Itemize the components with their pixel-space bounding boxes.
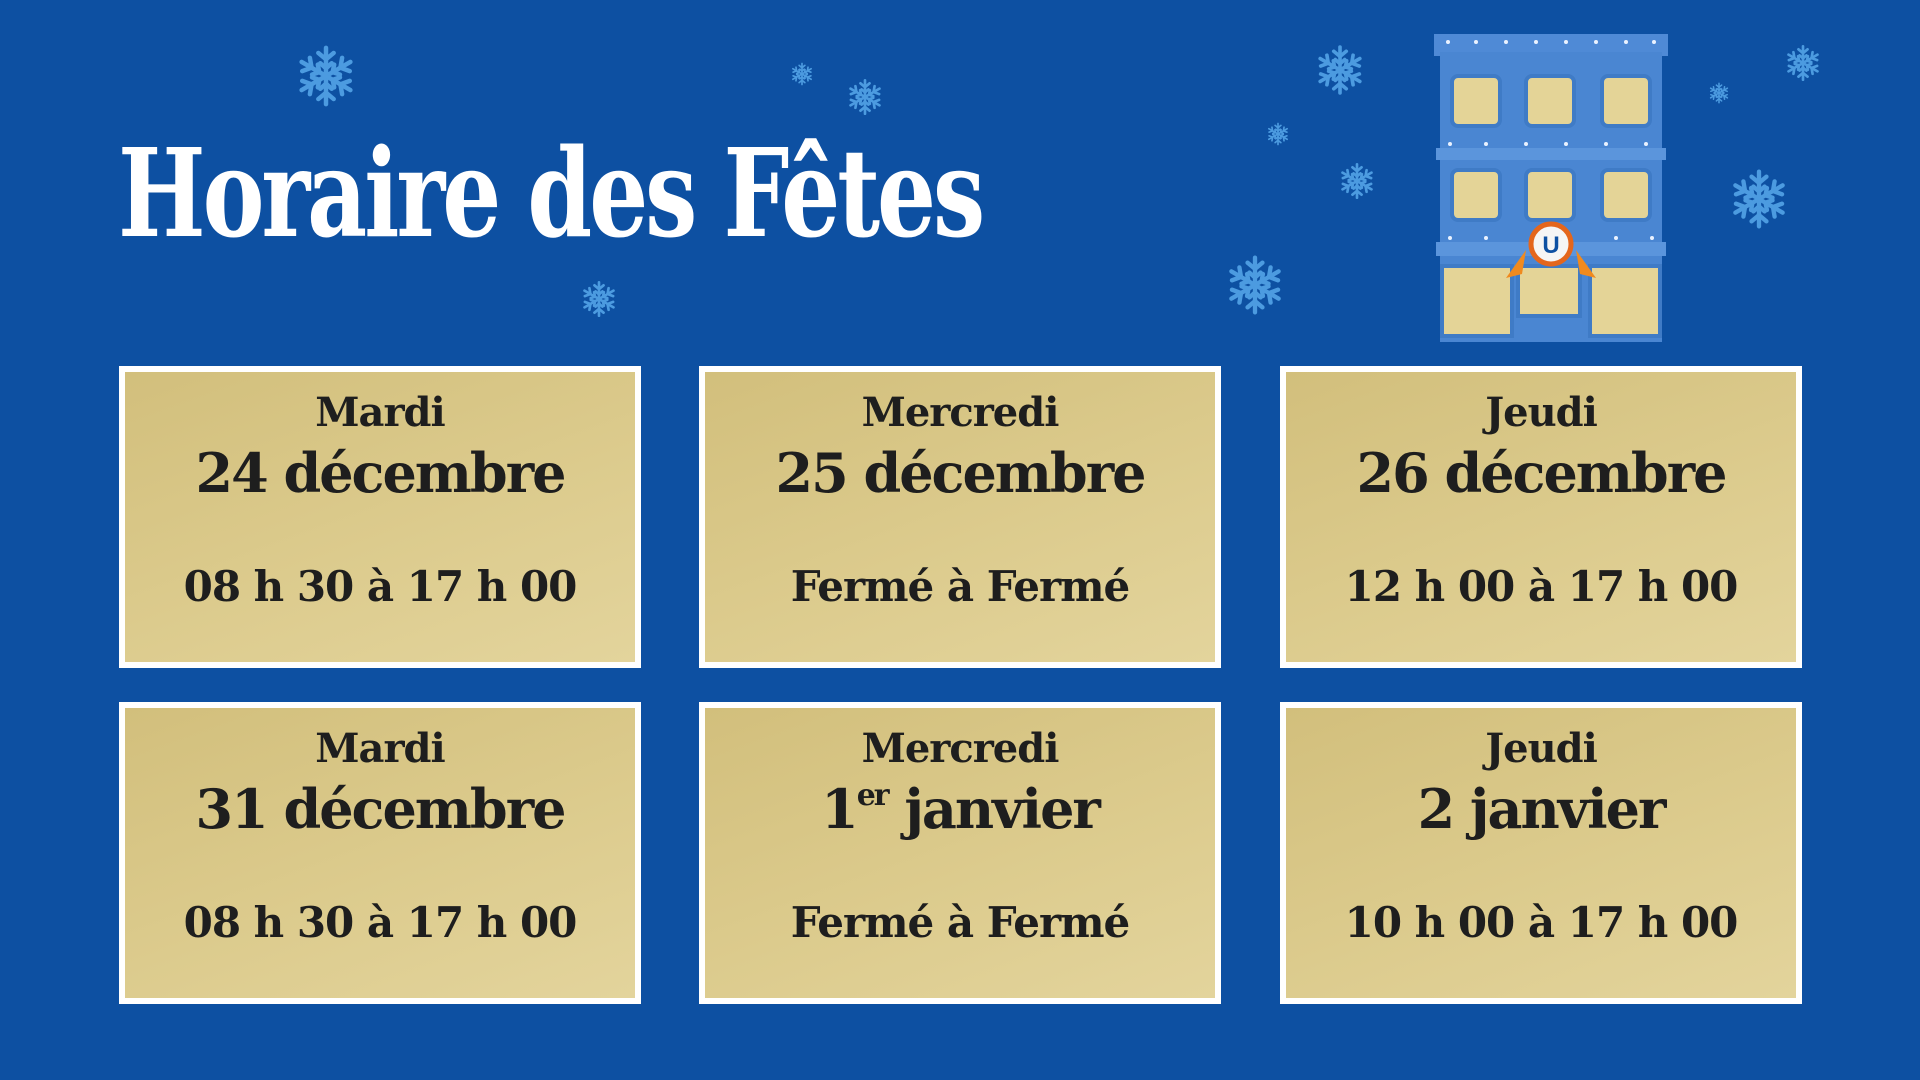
- date: 1er janvier: [705, 778, 1215, 840]
- hours: 08 h 30 à 17 h 00: [183, 898, 578, 947]
- snowflake-icon: [1224, 254, 1286, 316]
- day-name: Jeudi: [1485, 389, 1598, 436]
- schedule-card: Mercredi 25 décembre Fermé à Fermé: [699, 366, 1221, 668]
- hours: Fermé à Fermé: [790, 898, 1131, 947]
- snowflake-icon: [294, 44, 358, 108]
- date-month: janvier: [887, 777, 1101, 841]
- date: 25 décembre: [775, 441, 1147, 505]
- snowflake-icon: [846, 78, 884, 116]
- date: 2 janvier: [1417, 777, 1667, 841]
- snowflake-icon: [1266, 122, 1290, 146]
- snowflake-icon: [1708, 82, 1730, 104]
- schedule-card: Jeudi 2 janvier 10 h 00 à 17 h 00: [1280, 702, 1802, 1004]
- hours: 12 h 00 à 17 h 00: [1344, 562, 1739, 611]
- store-building-illustration: U: [1434, 34, 1668, 342]
- snowflake-icon: [790, 62, 814, 86]
- schedule-card: Jeudi 26 décembre 12 h 00 à 17 h 00: [1280, 366, 1802, 668]
- date-ordinal: er: [856, 778, 890, 813]
- day-name: Jeudi: [1485, 725, 1598, 772]
- hours: Fermé à Fermé: [790, 562, 1131, 611]
- date: 31 décembre: [195, 777, 567, 841]
- date-number: 1: [821, 777, 859, 841]
- date: 26 décembre: [1356, 441, 1728, 505]
- day-name: Mercredi: [861, 725, 1060, 772]
- day-name: Mardi: [315, 389, 445, 436]
- day-name: Mercredi: [861, 389, 1060, 436]
- logo-letter: U: [1542, 232, 1559, 259]
- page-title: Horaire des Fêtes: [118, 121, 985, 265]
- snowflake-icon: [580, 280, 618, 318]
- date: 24 décembre: [195, 441, 567, 505]
- schedule-card: Mardi 31 décembre 08 h 30 à 17 h 00: [119, 702, 641, 1004]
- snowflake-icon: [1784, 44, 1822, 82]
- day-name: Mardi: [315, 725, 445, 772]
- schedule-card: Mercredi 1er janvier Fermé à Fermé: [699, 702, 1221, 1004]
- snowflake-icon: [1728, 168, 1790, 230]
- snowflake-icon: [1338, 162, 1376, 200]
- schedule-card: Mardi 24 décembre 08 h 30 à 17 h 00: [119, 366, 641, 668]
- snowflake-icon: [1314, 44, 1366, 96]
- hours: 08 h 30 à 17 h 00: [183, 562, 578, 611]
- hours: 10 h 00 à 17 h 00: [1344, 898, 1739, 947]
